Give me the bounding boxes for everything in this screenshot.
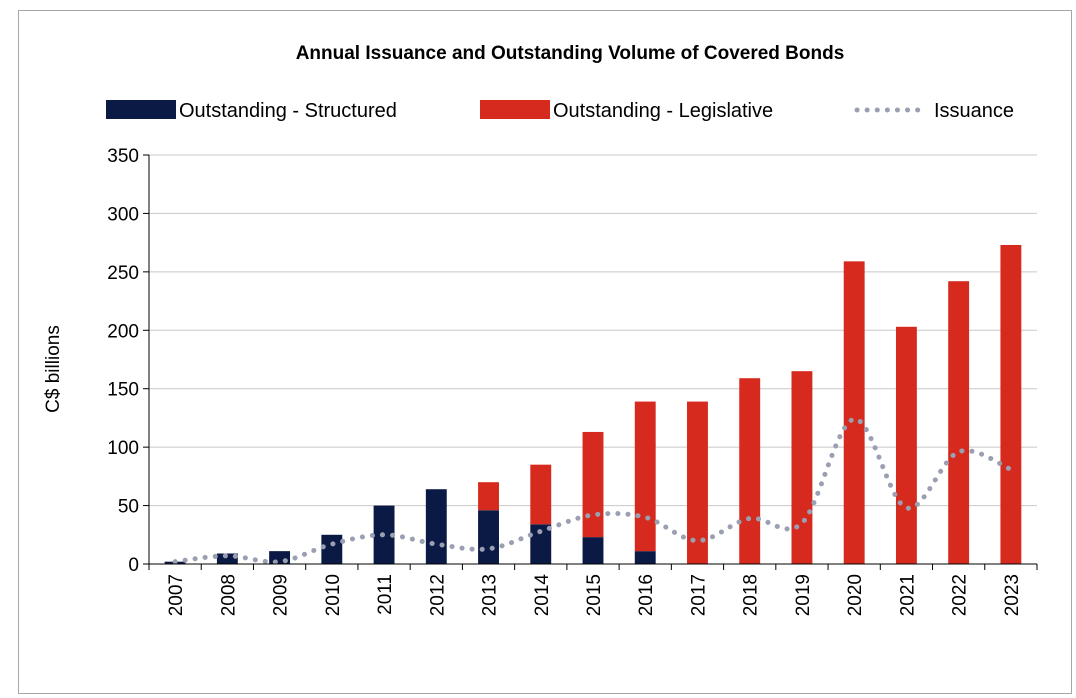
x-tick-label: 2023 — [1002, 574, 1023, 616]
bar-structured — [634, 551, 656, 564]
bar-legislative — [582, 431, 604, 538]
x-tick-label: 2013 — [480, 574, 501, 616]
bar-structured — [321, 534, 343, 564]
y-tick-label: 100 — [107, 438, 139, 459]
y-axis-ticks: 0 50 100 150 200 250 300 350 — [107, 146, 149, 576]
y-tick-label: 200 — [107, 321, 139, 342]
bars — [164, 244, 1022, 565]
x-tick-label: 2015 — [584, 574, 605, 616]
x-tick-label: 2011 — [375, 574, 396, 615]
x-tick-label: 2020 — [845, 574, 866, 616]
y-tick-label: 250 — [107, 263, 139, 284]
bar-structured — [216, 553, 238, 564]
bar-legislative — [843, 261, 865, 564]
bar-legislative — [739, 378, 761, 564]
legend-swatch-legislative — [480, 100, 550, 119]
x-tick-label: 2008 — [218, 574, 239, 616]
y-tick-label: 350 — [107, 146, 139, 167]
bar-legislative — [1000, 244, 1022, 565]
bar-structured — [530, 524, 552, 564]
bar-structured — [478, 510, 499, 564]
x-tick-label: 2019 — [793, 574, 814, 616]
bar-legislative — [634, 401, 656, 552]
y-tick-label: 0 — [128, 555, 139, 576]
x-tick-label: 2016 — [636, 574, 657, 616]
legend-label-issuance: Issuance — [934, 100, 1014, 122]
y-tick-label: 150 — [107, 380, 139, 401]
bar-legislative — [791, 371, 813, 564]
y-tick-label: 300 — [107, 204, 139, 225]
bar-legislative — [530, 464, 552, 525]
x-tick-label: 2012 — [427, 574, 448, 616]
legend-label-legislative: Outstanding - Legislative — [553, 100, 773, 122]
legend: Outstanding - Structured Outstanding - L… — [106, 100, 1014, 122]
bar-structured — [582, 537, 604, 564]
x-tick-label: 2007 — [166, 574, 187, 616]
chart-frame: Annual Issuance and Outstanding Volume o… — [18, 10, 1072, 694]
y-axis-label: C$ billions — [43, 325, 64, 413]
issuance-series-line — [172, 416, 1014, 565]
x-tick-label: 2009 — [271, 574, 292, 616]
chart: Annual Issuance and Outstanding Volume o… — [43, 43, 1038, 617]
x-tick-label: 2017 — [688, 574, 709, 616]
x-tick-label: 2010 — [323, 574, 344, 616]
x-tick-label: 2018 — [741, 574, 762, 616]
bar-legislative — [478, 482, 499, 511]
bar-structured — [425, 489, 447, 564]
x-tick-label: 2022 — [950, 574, 971, 616]
issuance-line — [172, 416, 1014, 565]
y-tick-label: 50 — [118, 497, 139, 518]
x-tick-label: 2014 — [532, 574, 553, 617]
legend-label-structured: Outstanding - Structured — [179, 100, 397, 122]
bar-legislative — [895, 326, 917, 564]
bar-legislative — [687, 401, 708, 564]
x-axis-ticks: 2007 2008 2009 2010 2011 2012 2013 2014 2015 2016… — [148, 564, 1038, 617]
bar-legislative — [948, 281, 970, 564]
axes — [148, 155, 1037, 565]
x-tick-label: 2021 — [897, 574, 918, 616]
chart-title: Annual Issuance and Outstanding Volume o… — [296, 43, 845, 64]
legend-swatch-structured — [106, 100, 176, 119]
